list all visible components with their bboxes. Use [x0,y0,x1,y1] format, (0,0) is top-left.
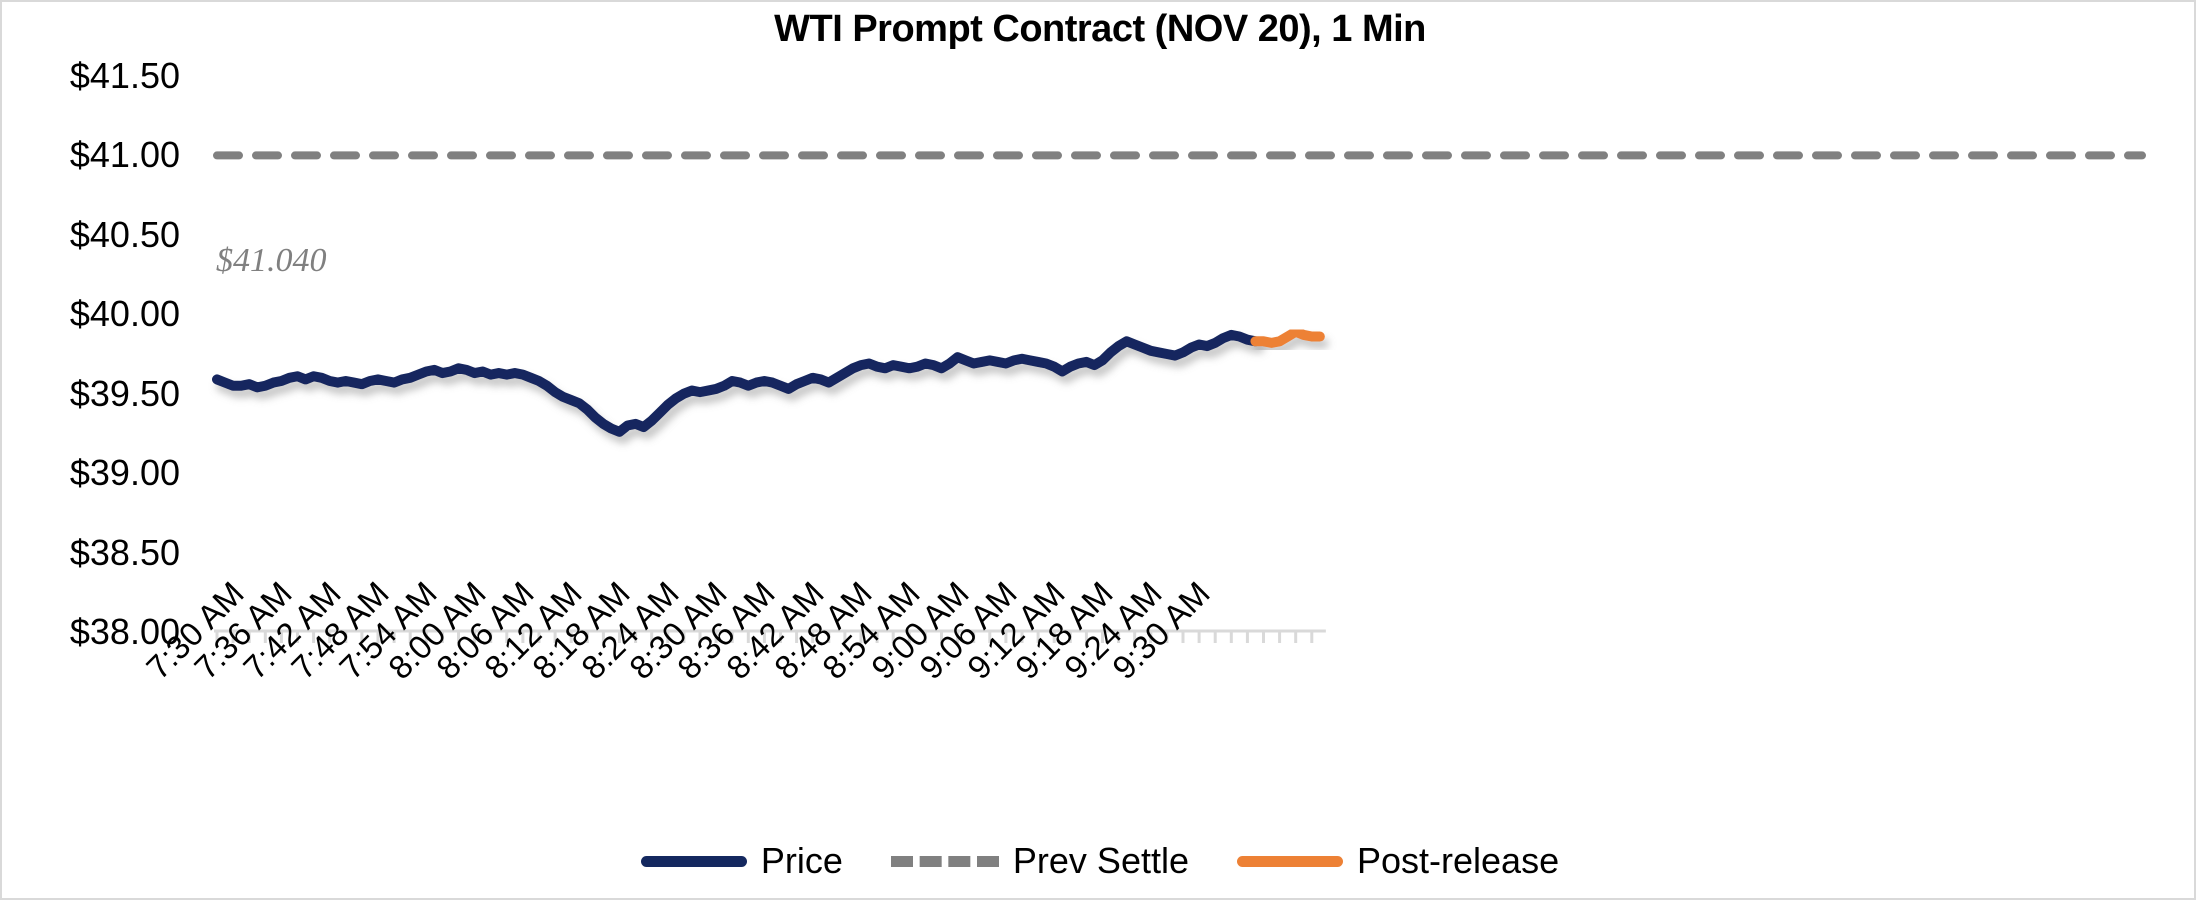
y-axis-tick-label: $39.50 [69,372,180,414]
price-line [212,329,1261,437]
plot-svg [212,151,2146,437]
y-axis-tick-label: $38.00 [69,611,180,652]
legend-swatch-icon [640,855,747,867]
legend-item-price[interactable]: Price [640,840,843,882]
chart-title: WTI Prompt Contract (NOV 20), 1 Min [774,8,1426,50]
y-axis: $41.50 $41.00 $40.50 $40.00 $39.50 $39.00 $38.… [2,2,202,902]
x-axis-tick-labels: 7:30 AM 7:36 AM 7:42 AM 7:48 AM 7:54 AM 8:00 … [2,574,2196,842]
legend-item-prev-settle[interactable]: Prev Settle [890,840,1189,882]
legend-swatch-icon [890,855,999,867]
y-axis-tick-label: $39.00 [69,452,180,494]
post-release-line [1250,326,1325,348]
legend-label: Prev Settle [1012,840,1189,881]
plot-area [202,42,2152,642]
y-axis-tick-label: $40.00 [69,293,180,335]
legend-swatch-icon [1237,855,1343,867]
y-axis-tick-label: $38.50 [69,531,180,573]
prev-settle-value-annotation: $41.040 [216,242,327,279]
legend-label: Price [760,840,843,881]
y-axis-tick-label: $41.00 [69,134,180,176]
y-axis-tick-label: $40.50 [69,213,180,255]
chart-legend: Price Prev Settle Post-release [2,840,2196,882]
y-axis-tick-label: $41.50 [69,55,180,96]
legend-label: Post-release [1357,840,1560,881]
legend-item-post-release[interactable]: Post-release [1237,840,1559,882]
